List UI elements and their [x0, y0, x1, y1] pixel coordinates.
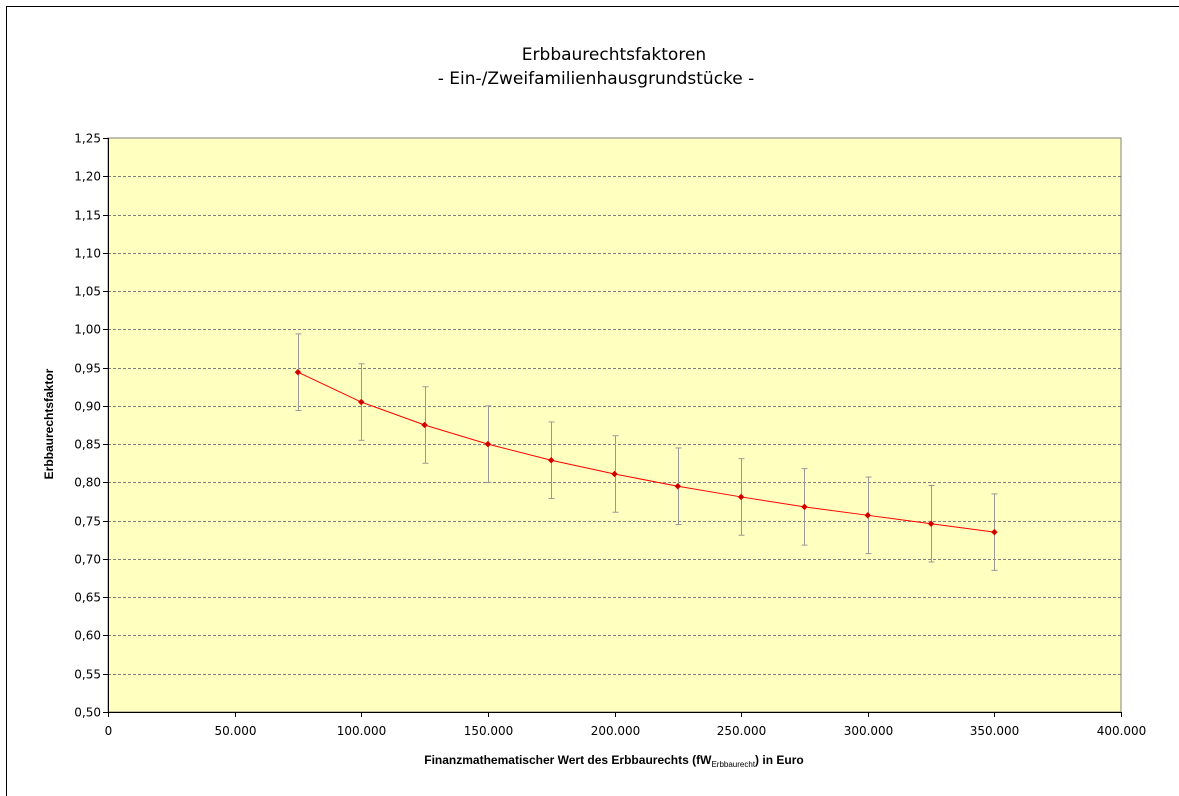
- chart-frame: [6, 6, 1179, 796]
- x-tick-label: 250.000: [717, 724, 767, 738]
- y-tick-label: 0,85: [74, 438, 101, 452]
- y-tick-label: 0,55: [74, 668, 101, 682]
- x-tick-label: 100.000: [337, 724, 387, 738]
- y-tick-label: 0,90: [74, 400, 101, 414]
- x-tick-label: 350.000: [970, 724, 1020, 738]
- x-tick-label: 400.000: [1097, 724, 1147, 738]
- y-tick-label: 1,15: [74, 209, 101, 223]
- data-point: [801, 503, 808, 511]
- plot-area: [107, 137, 1122, 713]
- y-tick-label: 1,20: [74, 170, 101, 184]
- chart-title: Erbbaurechtsfaktoren: [522, 45, 706, 65]
- x-axis-ticks: 0 50.000 100.000 150.000 200.000 250.000 300.0…: [105, 712, 1147, 738]
- x-tick-label: 150.000: [464, 724, 514, 738]
- data-point: [547, 456, 555, 464]
- y-tick-label: 0,95: [74, 362, 101, 376]
- y-tick-label: 0,50: [74, 706, 101, 720]
- data-point: [294, 368, 302, 376]
- data-point: [737, 493, 745, 501]
- y-tick-label: 0,70: [74, 553, 101, 567]
- x-tick-label: 0: [105, 724, 113, 738]
- x-tick-label: 200.000: [591, 724, 641, 738]
- data-point: [484, 440, 492, 448]
- y-tick-label: 1,25: [74, 132, 101, 146]
- data-point: [674, 482, 682, 490]
- grid: [108, 176, 1121, 675]
- x-tick-label: 300.000: [844, 724, 894, 738]
- y-axis-ticks: 0,50 0,55 0,60 0,65 0,70 0,75 0,80 0,85 0,90 0,95…: [74, 132, 108, 720]
- data-point: [421, 421, 428, 429]
- x-axis-label-suffix: ) in Euro: [755, 753, 804, 767]
- data-point: [991, 528, 998, 536]
- y-tick-label: 0,80: [74, 476, 101, 490]
- y-axis-label: Erbbaurechtsfaktor: [42, 368, 56, 479]
- x-axis-label-prefix: Finanzmathematischer Wert des Erbbaurech…: [424, 753, 712, 767]
- data-point: [927, 520, 935, 528]
- series-line: [297, 371, 995, 533]
- y-tick-label: 1,05: [74, 285, 101, 299]
- data-point: [357, 398, 365, 406]
- axes: [108, 138, 1121, 713]
- data-point: [864, 511, 872, 519]
- x-axis-label-subscript: Erbbaurecht: [711, 760, 755, 769]
- y-tick-label: 1,10: [74, 247, 101, 261]
- y-tick-label: 0,75: [74, 515, 101, 529]
- data-point: [611, 470, 618, 478]
- y-tick-label: 1,00: [74, 323, 101, 337]
- series: [294, 368, 998, 536]
- y-tick-label: 0,65: [74, 591, 101, 605]
- chart-subtitle: - Ein-/Zweifamilienhausgrundstücke -: [438, 69, 755, 89]
- y-tick-label: 0,60: [74, 629, 101, 643]
- x-axis-label: Finanzmathematischer Wert des Erbbaurech…: [424, 753, 803, 769]
- x-tick-label: 50.000: [215, 724, 257, 738]
